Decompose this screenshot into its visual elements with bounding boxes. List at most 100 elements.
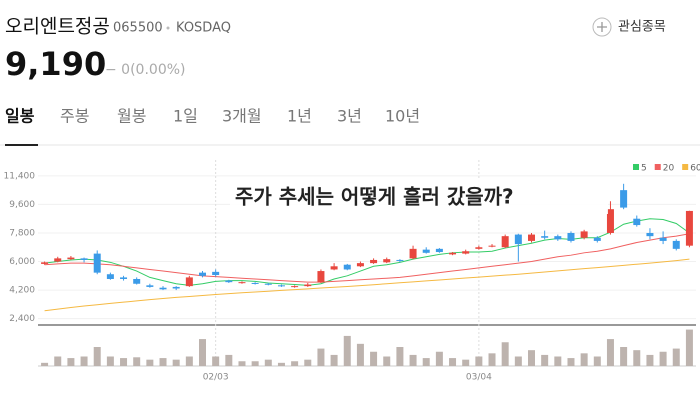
candle-body <box>501 236 509 248</box>
price: 9,190 <box>5 45 106 83</box>
candle-body <box>370 259 378 264</box>
volume-bar <box>106 356 114 366</box>
candle-body <box>659 237 667 241</box>
volume-bar <box>685 329 693 366</box>
volume-bar <box>541 354 549 366</box>
separator <box>166 26 170 30</box>
candle-body <box>54 258 62 262</box>
candle-body <box>488 245 496 247</box>
tab[interactable]: 1일 <box>173 107 198 126</box>
volume-bar <box>422 358 430 366</box>
y-tick-label: 7,800 <box>9 228 35 238</box>
legend-label: 20 <box>663 164 675 174</box>
candle-body <box>225 280 233 283</box>
y-tick-label: 11,400 <box>4 171 36 181</box>
candle-body <box>93 253 101 273</box>
volume-bar <box>396 347 404 366</box>
volume-bar <box>593 356 601 366</box>
volume-bar <box>291 361 299 366</box>
volume-bar <box>672 348 680 366</box>
candle-body <box>343 264 351 270</box>
candle-body <box>304 284 312 287</box>
legend-swatch <box>654 164 661 170</box>
volume-bar <box>225 354 233 366</box>
candle-body <box>199 272 206 276</box>
legend-swatch <box>682 164 689 170</box>
volume-bar <box>620 347 628 366</box>
candle-body <box>264 283 272 285</box>
y-tick-label: 2,400 <box>9 314 35 324</box>
candle-body <box>633 218 641 226</box>
ma-line <box>44 233 690 283</box>
candle-body <box>133 278 141 284</box>
candle-body <box>396 259 404 261</box>
candle-body <box>212 271 220 276</box>
candle-body <box>172 286 180 289</box>
watch-button[interactable]: 관심종목 <box>592 17 666 37</box>
tab[interactable]: 주봉 <box>60 107 89 126</box>
legend-label: 5 <box>641 164 647 174</box>
volume-bar <box>251 361 259 366</box>
volume-bar <box>646 354 654 366</box>
volume-bar <box>317 348 325 366</box>
tab[interactable]: 10년 <box>385 107 420 126</box>
volume-bar <box>159 358 167 366</box>
plus-icon <box>592 17 612 37</box>
candle-body <box>409 248 417 259</box>
volume-bar <box>409 354 417 366</box>
ma-line <box>44 218 690 286</box>
candle-body <box>475 247 483 249</box>
candle-body <box>67 257 75 260</box>
candle-body <box>80 258 88 260</box>
chart: 11,400 9,600 7,800 6,000 4,200 2,400 02/03 03/0… <box>4 160 700 383</box>
y-tick-label: 4,200 <box>9 286 35 296</box>
candle-body <box>146 285 154 287</box>
volume-bar <box>633 350 641 366</box>
tab[interactable]: 월봉 <box>117 107 146 126</box>
candle-body <box>383 259 391 263</box>
candle-body <box>685 210 693 246</box>
volume-bar <box>133 357 141 366</box>
volume-bar <box>567 358 575 366</box>
candle-body <box>317 271 325 283</box>
x-tick-label: 03/04 <box>466 373 492 383</box>
volume-bar <box>356 343 364 366</box>
volume-bar <box>238 361 246 366</box>
candle-body <box>356 263 364 267</box>
volume-bar <box>185 356 193 366</box>
y-tick-label: 6,000 <box>9 257 35 267</box>
volume-bar <box>277 362 285 366</box>
tab[interactable]: 1년 <box>287 107 312 126</box>
candle-body <box>120 277 128 279</box>
candle-body <box>514 234 522 245</box>
volume-bar <box>435 351 443 366</box>
tab[interactable]: 일봉 <box>5 107 35 126</box>
volume-bar <box>264 359 272 366</box>
volume-bar <box>93 347 101 366</box>
candle-body <box>330 266 338 270</box>
tabs: 일봉 주봉 월봉 1일 3개월 1년 3년 10년 <box>5 107 420 126</box>
x-tick-label: 02/03 <box>203 373 229 383</box>
volume-bar <box>212 356 220 366</box>
volume-bar <box>330 354 338 366</box>
volume-bar <box>528 350 535 366</box>
candle-body <box>554 236 562 240</box>
annotation-box <box>230 180 608 214</box>
tab[interactable]: 3개월 <box>222 107 262 126</box>
candle-body <box>528 234 535 241</box>
volume-bar <box>41 362 49 366</box>
tab[interactable]: 3년 <box>337 107 362 126</box>
candle-body <box>291 286 299 288</box>
volume-bar <box>475 356 483 366</box>
candle-body <box>646 232 654 237</box>
stock-code: 065500 <box>113 21 163 36</box>
candle-body <box>567 232 575 241</box>
volume-bar <box>67 358 75 366</box>
plus-sign <box>597 22 607 32</box>
candle-body <box>672 240 680 249</box>
change: − 0(0.00%) <box>105 62 186 78</box>
candle-body <box>422 249 430 253</box>
candle-body <box>435 248 443 253</box>
volume-bar <box>554 356 562 366</box>
